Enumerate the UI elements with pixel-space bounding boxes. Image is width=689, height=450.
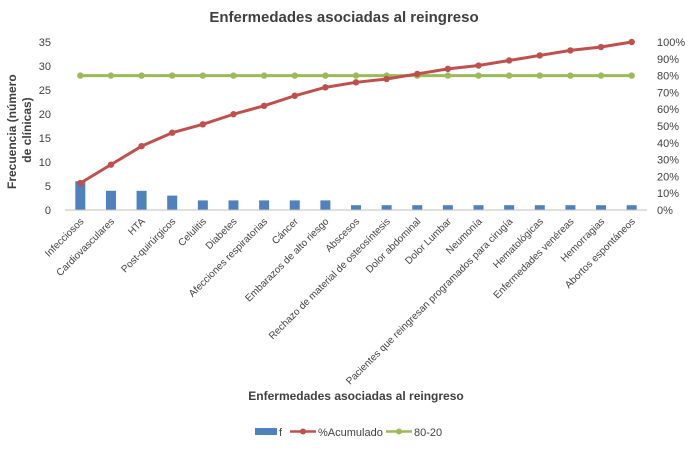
point-acumulado — [505, 57, 513, 64]
point-acumulado — [260, 102, 268, 110]
bar — [412, 205, 423, 210]
y2-tick-label: 20% — [657, 171, 679, 183]
y-tick-label: 10 — [39, 157, 51, 169]
y2-tick-label: 50% — [657, 121, 679, 133]
bar — [596, 205, 607, 210]
bar — [473, 205, 484, 210]
bar — [534, 205, 545, 210]
point-acumulado — [199, 121, 207, 128]
bar — [197, 200, 208, 210]
bar — [504, 205, 515, 210]
bar — [289, 200, 300, 210]
point-acumulado — [475, 62, 482, 69]
point-80-20 — [597, 72, 605, 79]
y-tick-label: 20 — [39, 109, 51, 121]
point-acumulado — [230, 111, 237, 118]
point-acumulado — [597, 43, 605, 51]
bar — [136, 190, 147, 210]
point-80-20 — [260, 72, 268, 79]
bar — [228, 200, 239, 210]
point-80-20 — [230, 72, 237, 79]
bar — [442, 205, 453, 210]
point-acumulado — [77, 179, 84, 187]
point-80-20 — [199, 72, 207, 79]
y2-tick-label: 30% — [657, 155, 679, 167]
y-tick-label: 5 — [45, 181, 51, 193]
point-80-20 — [444, 72, 452, 79]
y-axis-title: Frecuencia (número de clínicas) — [5, 71, 34, 189]
legend-80-20-marker — [396, 428, 402, 435]
legend-bar-swatch — [255, 428, 277, 435]
legend-acumulado-label: %Acumulado — [318, 427, 383, 439]
point-acumulado — [352, 79, 360, 86]
y-axis-title-line-1: Frecuencia (número — [5, 74, 19, 189]
bar — [565, 205, 576, 210]
y-tick-label: 15 — [39, 133, 51, 145]
y2-tick-label: 90% — [657, 54, 679, 66]
point-80-20 — [475, 72, 482, 79]
point-80-20 — [77, 72, 84, 79]
point-80-20 — [505, 72, 513, 79]
bar — [320, 200, 331, 210]
bar — [167, 195, 178, 210]
y-tick-label: 35 — [39, 37, 51, 49]
point-80-20 — [536, 72, 543, 79]
point-acumulado — [138, 142, 145, 150]
bar — [105, 190, 116, 210]
point-acumulado — [536, 52, 543, 59]
y-tick-label: 0 — [45, 205, 51, 217]
point-acumulado — [567, 47, 574, 54]
x-axis-title: Enfermedades asociadas al reingreso — [248, 389, 463, 403]
point-80-20 — [138, 72, 145, 79]
chart-title: Enfermedades asociadas al reingreso — [209, 9, 478, 26]
point-acumulado — [322, 84, 329, 91]
y2-tick-label: 10% — [657, 188, 679, 200]
y-tick-label: 30 — [39, 61, 51, 73]
legend: f %Acumulado 80-20 — [255, 427, 442, 439]
series-line-acumulado — [79, 40, 632, 185]
bar — [259, 200, 270, 210]
point-acumulado — [383, 75, 390, 83]
category-label: HTA — [126, 216, 148, 238]
point-80-20 — [567, 72, 574, 79]
category-label: Cardiovasculares — [55, 216, 117, 278]
y-axis-title-line-2: de clínicas) — [20, 97, 34, 162]
point-acumulado — [291, 92, 298, 99]
y2-tick-label: 0% — [657, 205, 673, 217]
y2-axis-ticks: 0% 10% 20% 30% 40% 50% 60% 70% 80% 90% 100% — [657, 37, 685, 217]
point-80-20 — [291, 72, 298, 79]
point-acumulado — [169, 129, 176, 136]
legend-80-20-label: 80-20 — [414, 427, 442, 439]
point-acumulado — [107, 161, 115, 168]
bar — [381, 205, 392, 210]
y2-tick-label: 60% — [657, 104, 679, 116]
point-acumulado — [444, 65, 452, 73]
point-80-20 — [107, 72, 115, 79]
y-axis-ticks: 0 5 10 15 20 25 30 35 — [39, 37, 51, 217]
legend-acumulado-marker — [300, 428, 306, 435]
legend-bar-label: f — [279, 427, 283, 439]
bar — [351, 205, 361, 210]
y2-tick-label: 100% — [657, 37, 685, 49]
point-80-20 — [628, 72, 635, 79]
y2-tick-label: 80% — [657, 71, 679, 83]
bar-series — [75, 181, 637, 210]
point-acumulado — [628, 38, 635, 46]
category-label: Post-quirúrgicos — [119, 216, 178, 275]
bar — [75, 181, 86, 210]
y2-tick-label: 40% — [657, 138, 679, 150]
point-80-20 — [322, 72, 329, 79]
bar — [626, 205, 637, 210]
y2-tick-label: 70% — [657, 87, 679, 99]
line-series — [77, 38, 635, 187]
point-acumulado — [414, 70, 421, 78]
y-tick-label: 25 — [39, 85, 51, 97]
point-80-20 — [169, 72, 176, 79]
category-label: Dolor abdominal — [364, 216, 423, 275]
point-80-20 — [352, 72, 360, 79]
